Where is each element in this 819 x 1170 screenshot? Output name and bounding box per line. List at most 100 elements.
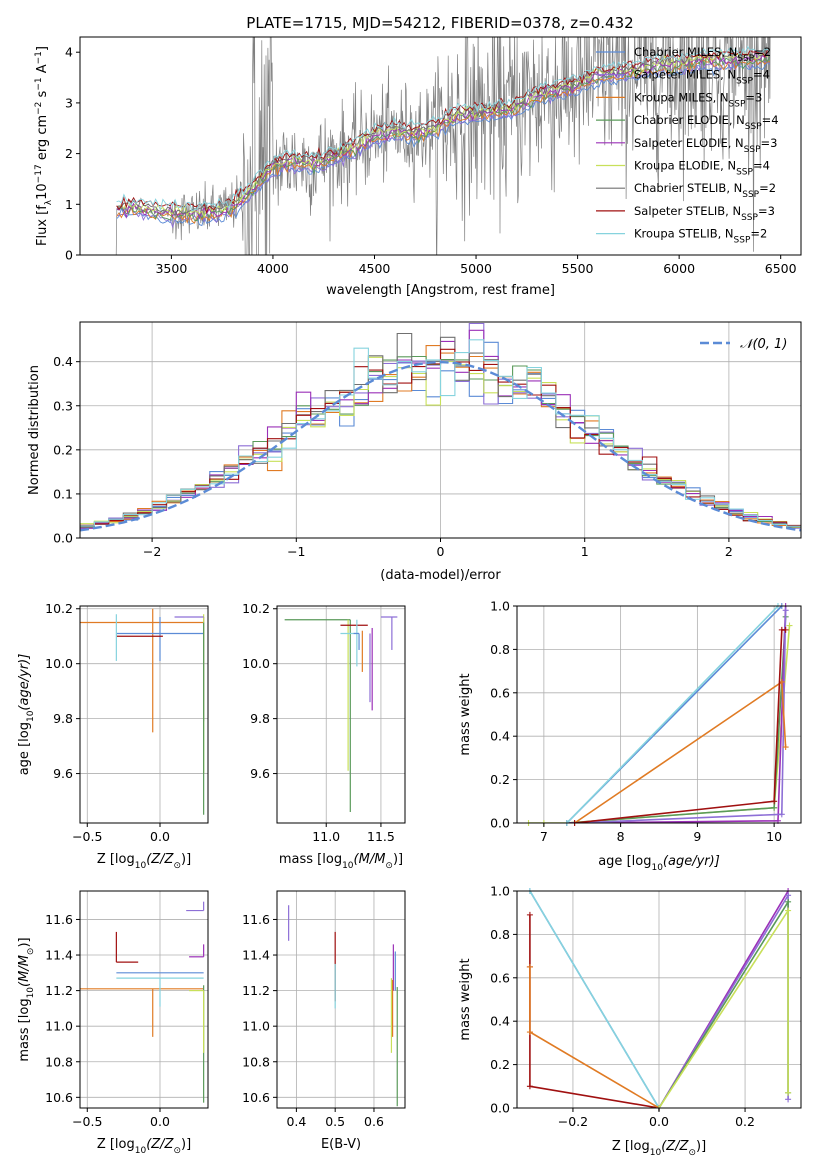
x-axis-label: E(B-V): [321, 1137, 361, 1152]
legend-entry: Salpeter STELIB, NSSP=3: [634, 204, 775, 223]
x-tick-label: 0: [437, 544, 445, 559]
axes-massweight_vs_Z: [517, 890, 801, 1109]
mass-weight-line: [574, 629, 786, 823]
x-tick-label: 6000: [663, 261, 695, 276]
y-tick-label: 10.8: [45, 1054, 73, 1069]
plot-frame: [79, 890, 209, 1109]
x-axis-label: Z [log10(Z/Z⊙)]: [97, 852, 191, 871]
x-tick-label: 11.5: [367, 829, 395, 844]
y-tick-label: 0.8: [490, 642, 510, 657]
y-tick-label: 11.0: [242, 1019, 270, 1034]
mass-weight-line: [529, 967, 660, 1108]
mass-weight-marker: [771, 798, 778, 805]
axes-massweight_vs_age: [517, 605, 801, 824]
x-tick-label: −2: [143, 544, 161, 559]
y-tick-label: 11.2: [45, 983, 73, 998]
axes-age_vs_Z: [80, 606, 208, 823]
legend-entry: 𝒩(0, 1): [740, 337, 787, 352]
x-tick-label: 11.0: [312, 829, 340, 844]
x-tick-label: 2: [725, 544, 733, 559]
y-tick-label: 10.2: [45, 601, 73, 616]
y-tick-label: 0.0: [53, 531, 73, 546]
y-axis-label: mass [log10(M/M⊙)]: [17, 937, 36, 1061]
y-axis-label: Flux [fλ10−17 erg cm−2 s−1 A−1]: [34, 46, 54, 246]
mass-weight-line: [574, 680, 787, 823]
y-tick-label: 0.2: [53, 442, 73, 457]
mass-weight-marker: [526, 1029, 533, 1036]
residual-histogram-step: [80, 339, 801, 527]
model-spectrum-line: [116, 49, 771, 220]
y-tick-label: 11.6: [242, 912, 270, 927]
y-tick-label: 3: [65, 95, 73, 110]
x-tick-label: 0.2: [735, 1114, 755, 1129]
mass-weight-marker: [526, 963, 533, 970]
y-tick-label: 1.0: [490, 599, 510, 614]
x-tick-label: 9: [693, 829, 701, 844]
y-tick-label: 0.6: [490, 970, 510, 985]
residual-histogram-step: [80, 348, 801, 526]
y-tick-label: 9.6: [250, 766, 270, 781]
x-axis-label: Z [log10(Z/Z⊙)]: [612, 1139, 706, 1158]
x-axis-label: Z [log10(Z/Z⊙)]: [97, 1137, 191, 1156]
y-tick-label: 11.0: [45, 1019, 73, 1034]
x-tick-label: −1: [287, 544, 305, 559]
mass-weight-marker: [782, 626, 789, 633]
mass-weight-line: [528, 625, 791, 823]
x-tick-label: 10: [766, 829, 782, 844]
x-tick-label: 6500: [765, 261, 797, 276]
legend-entry: Kroupa MILES, NSSP=3: [634, 90, 762, 109]
legend-entry: Salpeter MILES, NSSP=4: [634, 68, 770, 87]
y-tick-label: 2: [65, 146, 73, 161]
legend-entry: Chabrier STELIB, NSSP=2: [634, 181, 776, 200]
model-spectrum-line: [116, 45, 771, 212]
mass-weight-marker: [526, 1083, 533, 1090]
y-tick-label: 1: [65, 197, 73, 212]
x-tick-label: 0.0: [150, 829, 170, 844]
x-tick-label: 3500: [155, 261, 187, 276]
x-tick-label: 8: [617, 829, 625, 844]
mass-weight-line: [574, 610, 787, 823]
x-tick-label: −0.2: [558, 1114, 588, 1129]
mass-weight-marker: [785, 892, 792, 899]
mass-weight-line: [529, 914, 660, 1108]
y-tick-label: 0.0: [490, 816, 510, 831]
mass-weight-marker: [526, 911, 533, 918]
y-tick-label: 10.6: [242, 1090, 270, 1105]
mass-weight-marker: [782, 607, 789, 614]
mass-weight-marker: [785, 898, 792, 905]
mass-weight-marker: [778, 811, 785, 818]
legend-entry: Kroupa ELODIE, NSSP=4: [634, 159, 770, 178]
model-spectrum-line: [116, 55, 771, 222]
mass-weight-marker: [785, 1096, 792, 1103]
mass-weight-marker: [785, 907, 792, 914]
mass-weight-line: [566, 606, 779, 823]
y-tick-label: 0.4: [490, 1014, 510, 1029]
chart-layer: 3500 4000 4500 5000 5500 6000 6500 0 1 2 3 4 wavelen…: [17, 36, 802, 1158]
y-tick-label: 11.2: [242, 983, 270, 998]
x-axis-label: wavelength [Angstrom, rest frame]: [326, 283, 555, 298]
y-tick-label: 9.8: [250, 711, 270, 726]
plot-frame: [276, 605, 406, 824]
y-tick-label: 0.2: [490, 772, 510, 787]
y-tick-label: 4: [65, 45, 73, 60]
y-tick-label: 10.8: [242, 1054, 270, 1069]
y-tick-label: 10.0: [242, 656, 270, 671]
x-tick-label: 0.5: [325, 1114, 345, 1129]
y-tick-label: 0.2: [490, 1057, 510, 1072]
axes-mass_vs_Z: [80, 891, 208, 1108]
mass-weight-line: [658, 907, 789, 1108]
x-axis-label: mass [log10(M/M⊙)]: [279, 852, 403, 871]
y-axis-label: age [log10(age/yr)]: [17, 654, 36, 776]
y-tick-label: 0.0: [490, 1101, 510, 1116]
axes-mass_vs_EBV: [277, 891, 405, 1108]
x-tick-label: 5500: [562, 261, 594, 276]
legend-entry: Salpeter ELODIE, NSSP=3: [634, 136, 777, 155]
y-tick-label: 0.4: [490, 729, 510, 744]
x-tick-label: 1: [581, 544, 589, 559]
y-axis-label: mass weight: [458, 673, 473, 755]
y-axis-label: mass weight: [458, 958, 473, 1040]
x-tick-label: −0.5: [72, 1114, 102, 1129]
y-axis-label: Normed distribution: [27, 365, 42, 495]
x-axis-label: age [log10(age/yr)]: [598, 854, 720, 873]
